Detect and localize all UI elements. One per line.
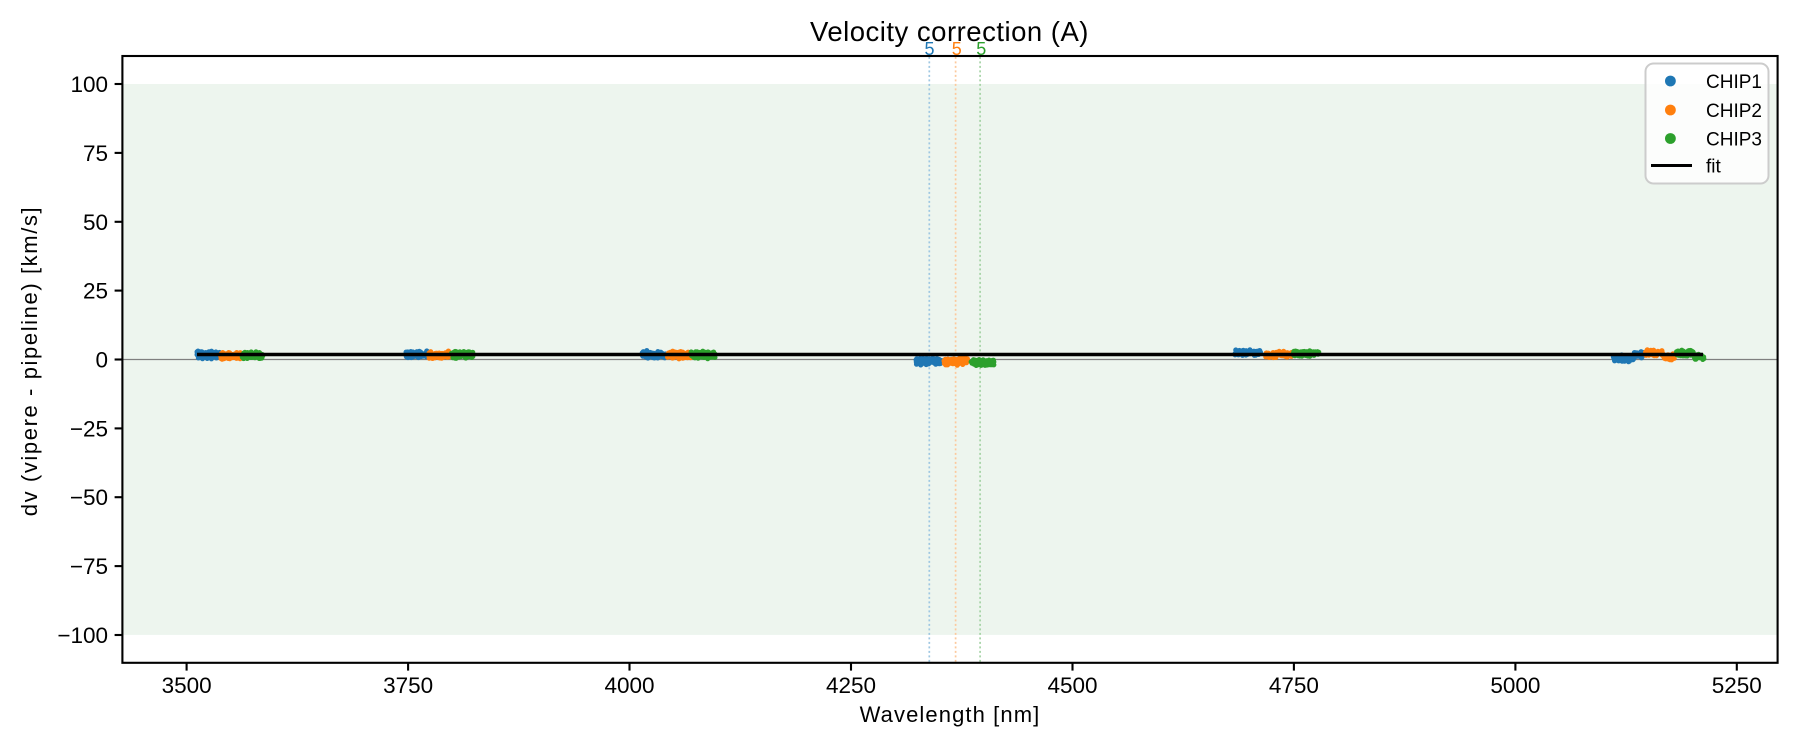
svg-text:5250: 5250 (1712, 673, 1762, 698)
svg-text:5: 5 (976, 39, 986, 59)
svg-text:75: 75 (83, 141, 108, 166)
svg-text:Velocity correction (A): Velocity correction (A) (810, 16, 1089, 47)
svg-text:5: 5 (924, 39, 934, 59)
svg-text:50: 50 (83, 210, 108, 235)
svg-text:4000: 4000 (604, 673, 654, 698)
svg-text:3500: 3500 (162, 673, 212, 698)
svg-text:−50: −50 (70, 485, 108, 510)
svg-text:CHIP3: CHIP3 (1706, 130, 1762, 151)
svg-text:−100: −100 (57, 623, 108, 648)
svg-text:4500: 4500 (1047, 673, 1097, 698)
svg-text:−25: −25 (70, 416, 108, 441)
svg-text:5: 5 (952, 39, 962, 59)
svg-text:0: 0 (95, 348, 108, 373)
svg-text:100: 100 (70, 72, 108, 97)
svg-text:−75: −75 (70, 554, 108, 579)
svg-text:fit: fit (1706, 157, 1722, 178)
svg-text:5000: 5000 (1490, 673, 1540, 698)
svg-text:CHIP2: CHIP2 (1706, 101, 1762, 122)
svg-text:25: 25 (83, 279, 108, 304)
svg-text:3750: 3750 (383, 673, 433, 698)
svg-text:4750: 4750 (1269, 673, 1319, 698)
svg-text:dv (vipere - pipeline) [km/s]: dv (vipere - pipeline) [km/s] (17, 206, 42, 517)
svg-text:Wavelength [nm]: Wavelength [nm] (860, 702, 1041, 727)
svg-text:4250: 4250 (826, 673, 876, 698)
svg-text:CHIP1: CHIP1 (1706, 72, 1762, 93)
